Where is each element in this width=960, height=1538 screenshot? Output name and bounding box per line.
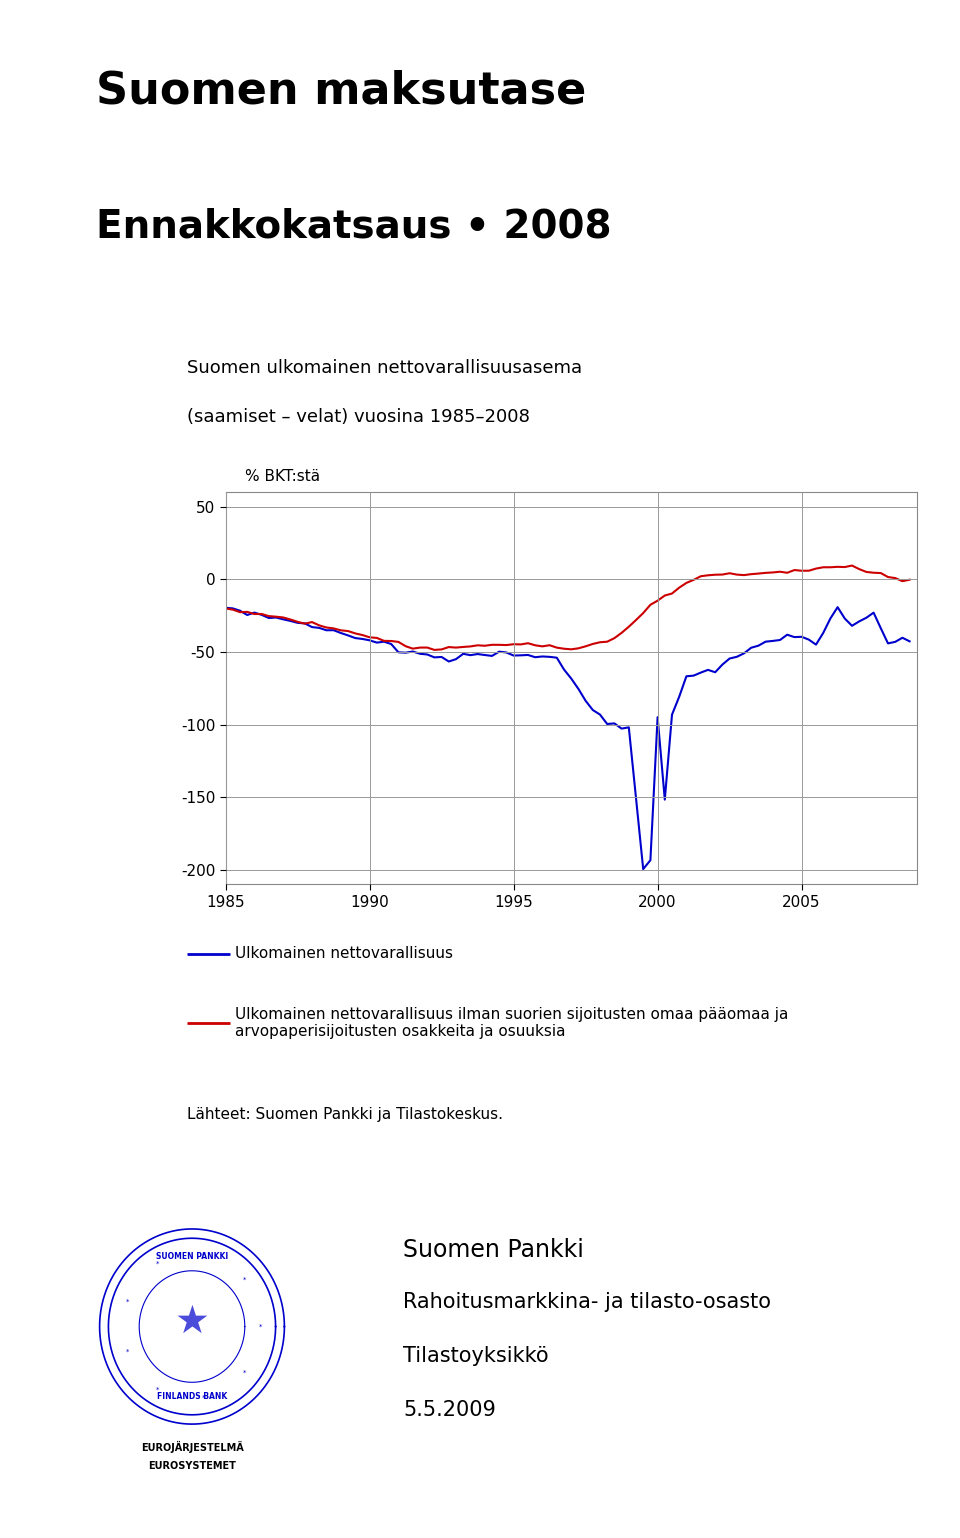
Text: Suomen ulkomainen nettovarallisuusasema: Suomen ulkomainen nettovarallisuusasema bbox=[187, 358, 583, 377]
Text: EUROSYSTEMET: EUROSYSTEMET bbox=[148, 1461, 236, 1472]
Text: Ulkomainen nettovarallisuus ilman suorien sijoitusten omaa pääomaa ja
arvopaperi: Ulkomainen nettovarallisuus ilman suorie… bbox=[235, 1006, 788, 1040]
Text: *: * bbox=[126, 1349, 130, 1355]
Text: Ulkomainen nettovarallisuus: Ulkomainen nettovarallisuus bbox=[235, 946, 453, 961]
Text: SUOMEN PANKKI: SUOMEN PANKKI bbox=[156, 1252, 228, 1261]
Text: *: * bbox=[203, 1395, 205, 1401]
Text: Suomen maksutase: Suomen maksutase bbox=[96, 69, 587, 112]
Text: % BKT:stä: % BKT:stä bbox=[245, 469, 320, 484]
Text: *: * bbox=[243, 1277, 247, 1283]
Text: FINLANDS BANK: FINLANDS BANK bbox=[156, 1392, 228, 1401]
Text: (saamiset – velat) vuosina 1985–2008: (saamiset – velat) vuosina 1985–2008 bbox=[187, 408, 530, 426]
Text: EUROJÄRJESTELMÄ: EUROJÄRJESTELMÄ bbox=[140, 1441, 244, 1453]
Text: *: * bbox=[156, 1261, 159, 1267]
Text: ★: ★ bbox=[175, 1303, 209, 1341]
Text: *: * bbox=[203, 1252, 205, 1258]
Text: 5.5.2009: 5.5.2009 bbox=[403, 1400, 496, 1420]
Text: Suomen Pankki: Suomen Pankki bbox=[403, 1238, 584, 1263]
Text: *: * bbox=[156, 1386, 159, 1392]
Text: Lähteet: Suomen Pankki ja Tilastokeskus.: Lähteet: Suomen Pankki ja Tilastokeskus. bbox=[187, 1107, 503, 1123]
Text: *: * bbox=[126, 1298, 130, 1304]
Text: *: * bbox=[243, 1370, 247, 1377]
Text: Ennakkokatsaus • 2008: Ennakkokatsaus • 2008 bbox=[96, 208, 612, 246]
Text: Tilastoyksikkö: Tilastoyksikkö bbox=[403, 1346, 549, 1366]
Text: Rahoitusmarkkina- ja tilasto-osasto: Rahoitusmarkkina- ja tilasto-osasto bbox=[403, 1292, 771, 1312]
Text: *: * bbox=[259, 1324, 262, 1329]
